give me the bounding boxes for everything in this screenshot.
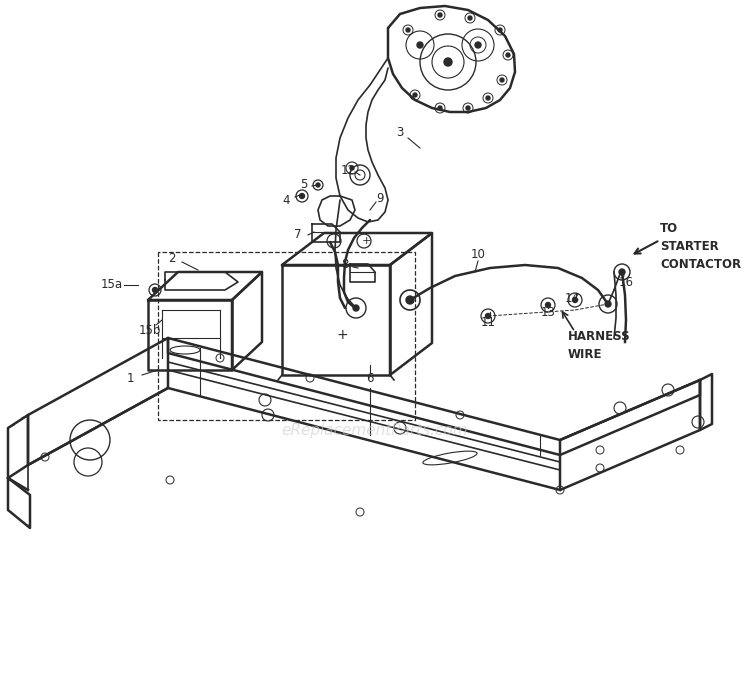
Text: 8: 8 [341,259,349,272]
Text: 5: 5 [300,178,307,191]
Text: 2: 2 [168,252,176,265]
Text: 11: 11 [481,316,496,329]
Text: 15b: 15b [139,324,161,337]
Text: 12: 12 [340,163,356,176]
Circle shape [444,58,452,66]
Circle shape [500,78,504,82]
Text: 14: 14 [565,292,580,305]
Circle shape [486,96,490,100]
Circle shape [485,314,490,318]
Text: HARNESS
WIRE: HARNESS WIRE [568,330,631,361]
Circle shape [545,303,550,307]
Text: 4: 4 [282,193,290,206]
Circle shape [438,13,442,17]
Circle shape [406,296,414,304]
Circle shape [406,28,410,32]
Circle shape [506,53,510,57]
Text: 16: 16 [619,276,634,289]
Text: +: + [362,236,370,246]
Circle shape [572,298,578,303]
Text: -: - [332,236,336,246]
Circle shape [498,28,502,32]
Circle shape [299,193,304,198]
Text: 13: 13 [541,305,556,318]
Text: eReplacementParts.com: eReplacementParts.com [282,423,468,438]
Text: 3: 3 [396,126,404,139]
Circle shape [468,16,472,20]
Text: 7: 7 [294,228,302,241]
Circle shape [417,42,423,48]
Circle shape [413,93,417,97]
Circle shape [605,301,611,307]
Text: TO
STARTER
CONTACTOR: TO STARTER CONTACTOR [660,222,741,271]
Text: 6: 6 [366,372,374,384]
Circle shape [152,287,157,292]
Circle shape [316,183,320,187]
Circle shape [466,106,470,110]
Text: 9: 9 [376,191,384,204]
Circle shape [438,106,442,110]
Text: +: + [336,328,348,342]
Text: 15a: 15a [101,279,123,292]
Circle shape [619,269,625,275]
Circle shape [350,166,354,170]
Circle shape [353,305,359,311]
Text: 10: 10 [470,248,485,261]
Circle shape [475,42,481,48]
Text: 1: 1 [126,372,134,384]
